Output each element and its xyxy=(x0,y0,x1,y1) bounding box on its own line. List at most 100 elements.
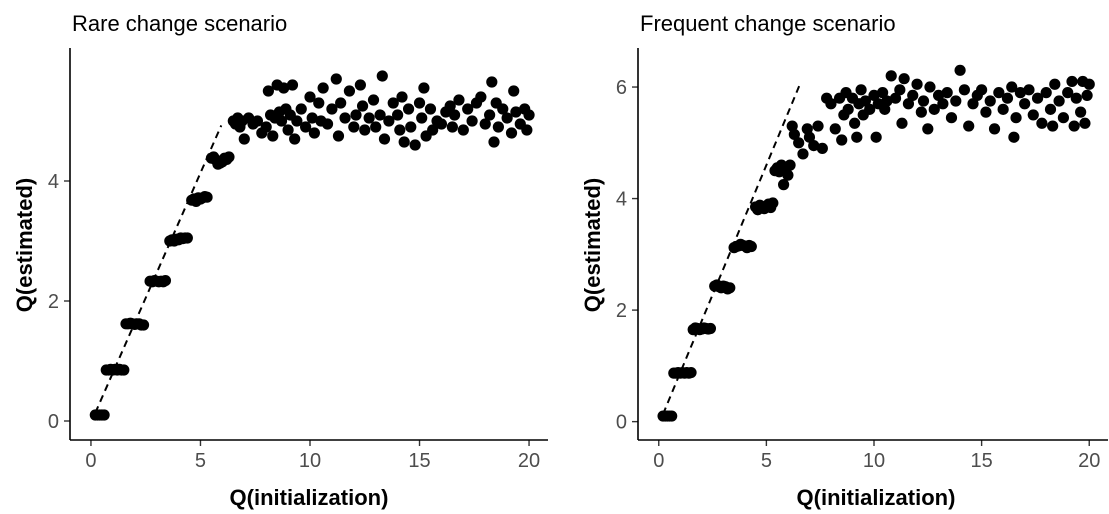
data-point xyxy=(416,112,428,124)
data-point xyxy=(724,282,736,294)
data-point xyxy=(137,319,150,331)
data-point xyxy=(1070,92,1082,104)
data-point xyxy=(350,109,362,121)
data-point xyxy=(376,70,388,82)
data-point xyxy=(488,136,500,148)
y-tick-label: 2 xyxy=(48,291,59,313)
x-tick-label: 20 xyxy=(1078,450,1100,472)
data-point xyxy=(330,73,342,85)
data-point xyxy=(889,92,902,104)
data-point xyxy=(448,109,461,121)
data-point xyxy=(492,121,504,133)
data-point xyxy=(879,103,891,115)
data-point xyxy=(317,82,329,94)
data-point xyxy=(898,73,910,85)
data-point xyxy=(409,139,421,151)
data-point xyxy=(967,98,979,110)
data-point xyxy=(383,115,395,127)
data-point xyxy=(278,82,290,94)
data-point xyxy=(666,410,678,422)
data-point xyxy=(1040,87,1052,99)
data-point xyxy=(446,121,458,133)
data-point xyxy=(803,131,816,143)
data-point xyxy=(993,87,1005,99)
data-point xyxy=(343,85,356,97)
data-point xyxy=(462,103,474,115)
data-point xyxy=(907,89,919,102)
data-point xyxy=(932,89,945,102)
data-point xyxy=(782,169,794,181)
data-point xyxy=(1079,117,1091,129)
data-point xyxy=(1001,92,1014,104)
data-point xyxy=(282,124,294,136)
data-point xyxy=(1019,98,1031,110)
data-point xyxy=(335,97,347,109)
data-point xyxy=(1014,87,1026,99)
data-point xyxy=(685,366,697,379)
data-point xyxy=(359,124,371,136)
y-tick-label: 4 xyxy=(48,171,59,193)
data-point xyxy=(997,103,1009,115)
scatter-points xyxy=(657,64,1095,422)
data-point xyxy=(816,142,828,154)
x-axis-title: Q(initialization) xyxy=(797,485,956,510)
data-point xyxy=(911,78,923,90)
data-point xyxy=(855,84,867,96)
data-point xyxy=(523,109,535,121)
data-point xyxy=(321,118,334,130)
data-point xyxy=(289,133,301,145)
data-point xyxy=(963,120,975,132)
data-point xyxy=(367,94,380,106)
data-point xyxy=(1023,84,1035,96)
data-point xyxy=(896,117,908,129)
data-point xyxy=(786,120,798,132)
data-point xyxy=(1075,106,1087,118)
data-point xyxy=(1066,75,1078,88)
data-point xyxy=(881,95,893,107)
data-point xyxy=(1036,117,1048,129)
data-point xyxy=(1027,109,1039,121)
data-point xyxy=(937,98,949,110)
data-point xyxy=(1044,103,1057,115)
data-point xyxy=(501,112,513,124)
data-point xyxy=(1031,92,1044,104)
data-point xyxy=(917,95,930,107)
data-point xyxy=(466,115,478,127)
data-point xyxy=(784,159,796,171)
y-axis-title: Q(estimated) xyxy=(580,178,605,312)
chart-title: Frequent change scenario xyxy=(640,11,896,36)
y-tick-label: 0 xyxy=(616,412,627,434)
data-point xyxy=(829,123,841,135)
data-point xyxy=(332,130,345,142)
data-point xyxy=(98,409,110,421)
chart-title: Rare change scenario xyxy=(72,11,287,36)
data-point xyxy=(275,115,288,127)
data-point xyxy=(941,87,953,99)
x-tick-label: 0 xyxy=(85,450,96,472)
data-point xyxy=(836,134,848,146)
data-point xyxy=(894,84,906,96)
data-point xyxy=(356,100,369,112)
data-point xyxy=(1057,112,1070,124)
data-point xyxy=(300,121,312,133)
data-point xyxy=(479,118,491,130)
data-point xyxy=(1053,95,1065,107)
data-point xyxy=(497,103,509,115)
x-tick-label: 5 xyxy=(195,450,206,472)
data-point xyxy=(877,87,889,99)
data-point xyxy=(267,130,279,142)
data-point xyxy=(405,121,417,133)
data-point xyxy=(885,70,897,82)
data-point xyxy=(453,94,465,106)
data-point xyxy=(387,97,399,109)
data-point xyxy=(825,98,837,110)
data-point xyxy=(1062,87,1074,99)
data-point xyxy=(370,121,382,133)
data-point xyxy=(988,123,1001,135)
data-point xyxy=(238,133,250,145)
data-point xyxy=(778,179,790,191)
data-point xyxy=(457,124,469,136)
data-point xyxy=(418,82,430,94)
data-point xyxy=(521,124,533,136)
data-point xyxy=(398,136,410,148)
